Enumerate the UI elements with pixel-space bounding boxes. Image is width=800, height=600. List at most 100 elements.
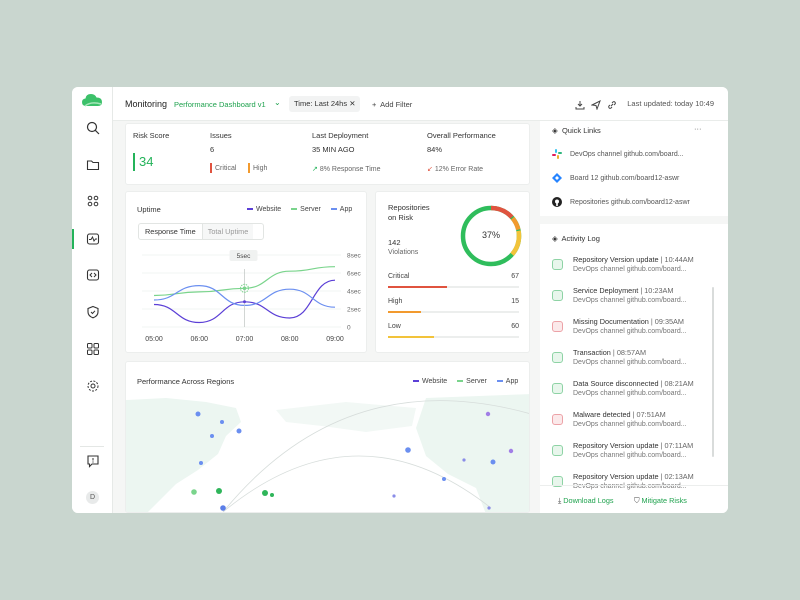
activity-item[interactable]: Repository Version update | 10:44AM DevOp… xyxy=(552,255,712,283)
nav-folder-icon[interactable] xyxy=(72,155,113,175)
folder-ok-icon xyxy=(552,383,563,394)
nav-monitoring-icon[interactable] xyxy=(72,229,113,249)
y-tick-label: 0 xyxy=(347,325,351,332)
activity-scrollbar[interactable] xyxy=(712,287,714,457)
regions-legend-server-label: Server xyxy=(466,378,487,385)
download-icon[interactable] xyxy=(575,97,585,110)
regions-legend-app[interactable]: App xyxy=(496,378,518,385)
activity-item[interactable]: Data Source disconnected | 08:21AM DevOps… xyxy=(552,379,712,407)
link-icon[interactable] xyxy=(607,97,617,109)
regions-legend-website[interactable]: Website xyxy=(413,378,447,385)
folder-alert-icon xyxy=(552,414,563,425)
shield-icon: ⛉ xyxy=(634,496,640,505)
hover-point-website xyxy=(243,300,246,304)
donut-segment xyxy=(460,205,522,267)
footer-divider xyxy=(540,485,728,486)
add-filter-label: Add Filter xyxy=(380,100,413,109)
nav-shield-icon[interactable] xyxy=(72,302,113,322)
risk-score-value: 34 xyxy=(139,154,154,169)
repo-risk-track xyxy=(388,286,519,288)
chevron-down-icon[interactable]: ⌄ xyxy=(274,98,281,107)
y-tick-label: 4sec xyxy=(347,289,361,296)
nav-network-icon[interactable] xyxy=(72,191,113,211)
repo-risk-label: High xyxy=(388,298,403,305)
activity-title: Missing Documentation | 09:35AM xyxy=(573,317,685,326)
uptime-tab-group: Response Time Total Uptime xyxy=(138,223,264,240)
page-title: Monitoring xyxy=(125,99,168,109)
topbar: Monitoring Performance Dashboard v1 ⌄ Ti… xyxy=(113,87,728,121)
activity-item[interactable]: Missing Documentation | 09:35AM DevOps ch… xyxy=(552,317,712,345)
right-panel: ◈ Quick Links ··· DevOps channel github.… xyxy=(540,121,728,513)
high-marker xyxy=(248,163,250,173)
activity-time: | 07:11AM xyxy=(660,441,694,450)
dashboard-selector[interactable]: Performance Dashboard v1 xyxy=(174,100,266,109)
activity-subtitle: DevOps channel github.com/board... xyxy=(573,297,687,304)
nav-settings-gear-icon[interactable] xyxy=(72,376,113,396)
quick-link-slack-text: DevOps channel github.com/board... xyxy=(570,150,684,158)
activity-time: | 09:35AM xyxy=(650,317,685,326)
repo-risk-track xyxy=(388,311,519,313)
sidebar: D xyxy=(72,87,113,513)
time-filter-label: Time: Last 24hs xyxy=(294,99,348,108)
activity-time: | 10:44AM xyxy=(660,255,694,264)
send-icon[interactable] xyxy=(590,97,601,111)
cloud-logo-icon[interactable] xyxy=(81,91,103,109)
activity-title: Repository Version update | 10:44AM xyxy=(573,255,694,264)
regions-legend-server[interactable]: Server xyxy=(457,378,487,385)
uptime-card xyxy=(125,191,367,353)
x-tick-label: 05:00 xyxy=(145,336,163,343)
avatar[interactable]: D xyxy=(86,491,99,504)
activity-item[interactable]: Transaction | 08:57AM DevOps channel gith… xyxy=(552,348,712,376)
slack-icon xyxy=(552,149,562,159)
layers-icon: ◈ xyxy=(552,126,558,135)
regions-legend-website-label: Website xyxy=(422,378,448,385)
quick-link-jira[interactable]: Board 12 github.com/board12-aswr xyxy=(552,173,679,183)
nav-apps-icon[interactable] xyxy=(72,339,113,359)
github-icon xyxy=(552,197,562,207)
legend-app[interactable]: App xyxy=(330,206,353,213)
add-filter-button[interactable]: + Add Filter xyxy=(372,100,412,109)
repo-risk-value: 67 xyxy=(511,273,519,280)
donut-segment xyxy=(460,205,522,267)
quick-link-slack[interactable]: DevOps channel github.com/board... xyxy=(552,149,684,159)
folder-ok-icon xyxy=(552,476,563,487)
activity-item[interactable]: Repository Version update | 02:13AM DevOp… xyxy=(552,472,712,500)
nav-code-icon[interactable] xyxy=(72,265,113,285)
folder-ok-icon xyxy=(552,259,563,270)
mitigate-risks-button[interactable]: ⛉ Mitigate Risks xyxy=(634,496,687,506)
folder-ok-icon xyxy=(552,445,563,456)
nav-search-icon[interactable] xyxy=(72,118,113,138)
more-options-icon[interactable]: ··· xyxy=(694,124,702,133)
repo-risk-fill xyxy=(388,286,447,288)
download-icon: ⤓ xyxy=(558,496,562,505)
legend-website[interactable]: Website xyxy=(247,206,281,213)
repo-risk-value: 60 xyxy=(511,323,519,330)
tab-total-uptime[interactable]: Total Uptime xyxy=(202,224,254,239)
tab-response-time[interactable]: Response Time xyxy=(139,224,203,239)
activity-subtitle: DevOps channel github.com/board... xyxy=(573,421,687,428)
activity-item[interactable]: Service Deployment | 10:23AM DevOps chann… xyxy=(552,286,712,314)
kpi-card xyxy=(125,123,530,185)
activity-log-title: Activity Log xyxy=(561,234,600,243)
quick-link-github[interactable]: Repositories github.com/board12-aswr xyxy=(552,197,690,207)
activity-time: | 02:13AM xyxy=(660,472,694,481)
y-tick-label: 8sec xyxy=(347,253,361,260)
activity-item[interactable]: Malware detected | 07:51AM DevOps channel… xyxy=(552,410,712,438)
quick-links-title: Quick Links xyxy=(561,126,601,135)
issues-label: Issues xyxy=(210,131,232,140)
tooltip-box xyxy=(229,250,258,261)
regions-map xyxy=(126,394,529,512)
repos-title-line2: on Risk xyxy=(388,213,414,222)
close-icon[interactable]: ✕ xyxy=(349,99,356,108)
nav-support-chat-icon[interactable] xyxy=(72,451,113,471)
download-logs-button[interactable]: ⤓ Download Logs xyxy=(558,496,614,506)
legend-app-label: App xyxy=(339,206,353,213)
error-rate-text: 12% Error Rate xyxy=(434,166,484,173)
download-logs-label: Download Logs xyxy=(563,496,614,505)
time-filter-chip[interactable]: Time: Last 24hs ✕ xyxy=(289,96,361,112)
activity-log-header: ◈ Activity Log xyxy=(552,234,600,243)
activity-subtitle: DevOps channel github.com/board... xyxy=(573,359,687,366)
activity-item[interactable]: Repository Version update | 07:11AM DevOp… xyxy=(552,441,712,469)
hover-point[interactable] xyxy=(242,286,247,291)
legend-server[interactable]: Server xyxy=(291,206,321,213)
